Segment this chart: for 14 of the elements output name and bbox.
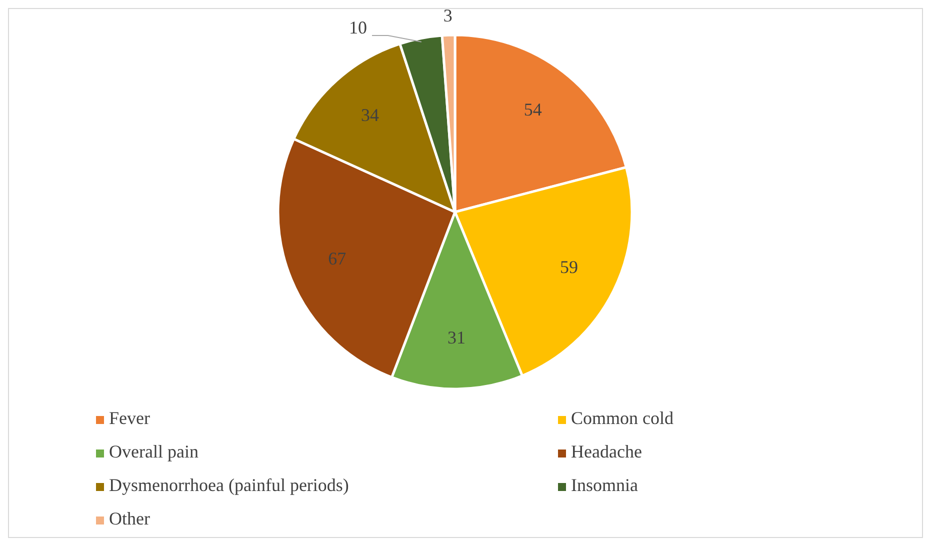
legend-label: Fever bbox=[109, 408, 150, 428]
legend-label: Other bbox=[109, 508, 150, 529]
legend-label: Headache bbox=[571, 442, 642, 462]
legend-label: Insomnia bbox=[571, 475, 638, 496]
legend-label: Dysmenorrhoea (painful periods) bbox=[109, 475, 349, 496]
data-label: 10 bbox=[348, 18, 367, 38]
data-label: 67 bbox=[328, 248, 346, 269]
legend-label: Common cold bbox=[571, 408, 674, 428]
data-label: 34 bbox=[360, 105, 379, 126]
data-label: 54 bbox=[524, 99, 542, 120]
data-label: 3 bbox=[443, 6, 452, 26]
data-label: 59 bbox=[560, 257, 578, 278]
data-label: 31 bbox=[448, 328, 466, 348]
legend-label: Overall pain bbox=[109, 442, 198, 462]
